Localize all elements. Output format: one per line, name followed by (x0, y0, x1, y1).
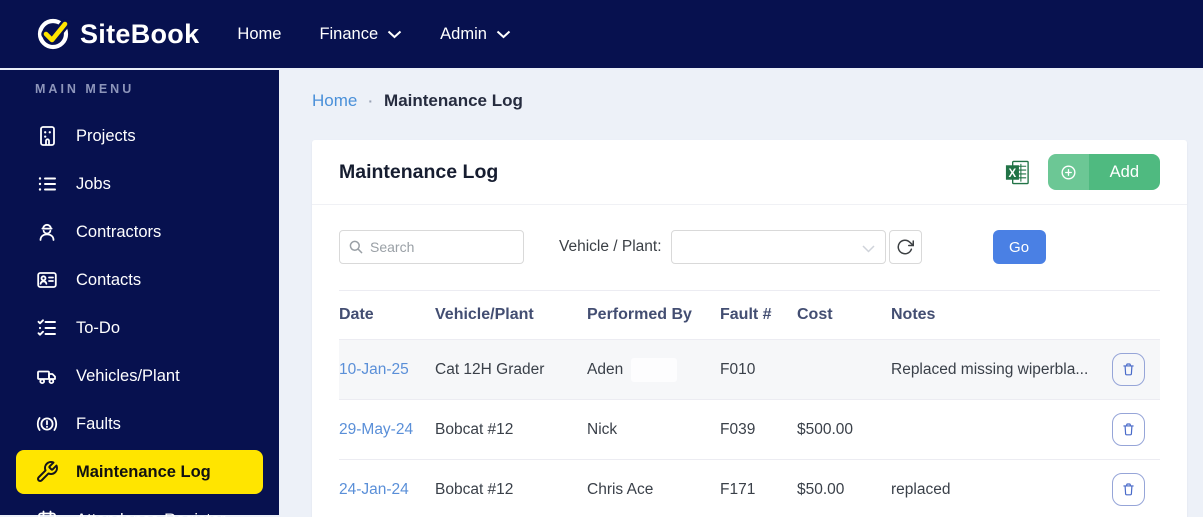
card-header: Maintenance Log X (312, 140, 1187, 205)
vehicle-plant-label: Vehicle / Plant: (559, 238, 662, 255)
maintenance-table: Date Vehicle/Plant Performed By Fault # … (339, 290, 1160, 517)
brand-name: SiteBook (80, 18, 200, 49)
go-button[interactable]: Go (992, 230, 1046, 264)
plus-circle-icon (1047, 154, 1089, 190)
performed-by-cell: Aden (587, 360, 624, 378)
sidebar-item-label: Faults (76, 414, 121, 433)
column-header-date: Date (339, 306, 374, 323)
sidebar-item-contractors[interactable]: Contractors (0, 208, 279, 256)
vehicle-cell: Cat 12H Grader (435, 360, 545, 378)
refresh-button[interactable] (888, 230, 922, 264)
maintenance-log-card: Maintenance Log X (312, 140, 1187, 517)
filter-bar: Vehicle / Plant: Go (339, 230, 1160, 264)
sidebar-item-label: Vehicles/Plant (76, 366, 180, 385)
building-icon (35, 124, 59, 148)
top-nav: Home Finance Admin (237, 15, 549, 54)
page-title: Maintenance Log (339, 160, 499, 183)
performed-by-cell: Nick (587, 420, 618, 438)
breadcrumb-home-link[interactable]: Home (312, 91, 358, 110)
breadcrumb: Home · Maintenance Log (312, 91, 1203, 111)
fault-cell: F010 (720, 360, 756, 378)
sidebar-item-label: Attendance Register (76, 511, 226, 517)
nav-home-label: Home (237, 24, 282, 43)
chevron-down-icon (496, 30, 511, 39)
trash-icon (1123, 483, 1134, 496)
date-link[interactable]: 24-Jan-24 (339, 480, 409, 498)
notes-cell: replaced (891, 480, 951, 498)
sidebar-item-label: Projects (76, 126, 136, 145)
sidebar-item-faults[interactable]: Faults (0, 400, 279, 448)
fault-cell: F171 (720, 480, 756, 498)
nav-item-finance[interactable]: Finance (319, 15, 402, 54)
breadcrumb-separator: · (368, 93, 374, 109)
excel-export-icon[interactable]: X (1004, 159, 1031, 186)
delete-button[interactable] (1112, 473, 1145, 506)
wrench-icon (35, 460, 59, 484)
table-row: 10-Jan-25 Cat 12H Grader Aden F010 Repla… (339, 340, 1160, 400)
date-link[interactable]: 29-May-24 (339, 420, 414, 438)
add-button[interactable]: Add (1047, 154, 1160, 190)
chevron-down-icon (387, 30, 402, 39)
nav-admin-label: Admin (440, 24, 487, 43)
nav-item-admin[interactable]: Admin (440, 15, 511, 54)
sidebar-item-label: Contractors (76, 222, 162, 241)
sidebar-item-jobs[interactable]: Jobs (0, 160, 279, 208)
column-header-cost: Cost (797, 306, 833, 323)
sidebar-item-attendance-register[interactable]: Attendance Register (0, 496, 279, 517)
vehicle-plant-select[interactable] (670, 230, 886, 264)
table-row: 24-Jan-24 Bobcat #12 Chris Ace F171 $50.… (339, 460, 1160, 517)
sidebar-item-vehicles[interactable]: Vehicles/Plant (0, 352, 279, 400)
date-link[interactable]: 10-Jan-25 (339, 360, 409, 378)
sidebar-section-label: MAIN MENU (35, 82, 135, 96)
nav-item-home[interactable]: Home (237, 15, 281, 54)
vehicle-cell: Bobcat #12 (435, 480, 514, 498)
sidebar: MAIN MENU Projects Jobs (0, 70, 279, 517)
breadcrumb-current: Maintenance Log (384, 91, 523, 110)
alert-icon (35, 412, 59, 436)
sitebook-logo-icon (35, 16, 71, 52)
search-input[interactable] (339, 230, 524, 264)
main-content: Home · Maintenance Log Maintenance Log X (279, 70, 1203, 517)
sidebar-item-label: Maintenance Log (76, 462, 211, 481)
top-navbar: SiteBook Home Finance Admin (0, 0, 1203, 70)
nav-finance-label: Finance (319, 24, 379, 43)
checklist-icon (35, 316, 59, 340)
contact-card-icon (35, 268, 59, 292)
sidebar-item-contacts[interactable]: Contacts (0, 256, 279, 304)
search-icon (349, 240, 363, 254)
cost-cell: $500.00 (797, 420, 854, 438)
notes-cell: Replaced missing wiperbla... (891, 360, 1089, 378)
sidebar-item-maintenance-log[interactable]: Maintenance Log (16, 450, 263, 494)
table-row: 29-May-24 Bobcat #12 Nick F039 $500.00 (339, 400, 1160, 460)
svg-text:X: X (1008, 167, 1016, 179)
sidebar-item-todo[interactable]: To-Do (0, 304, 279, 352)
performed-by-cell: Chris Ace (587, 480, 654, 498)
table-header-row: Date Vehicle/Plant Performed By Fault # … (339, 290, 1160, 340)
sidebar-item-label: Contacts (76, 270, 142, 289)
list-icon (35, 172, 59, 196)
truck-icon (35, 364, 59, 388)
trash-icon (1123, 423, 1134, 436)
sidebar-item-label: To-Do (76, 318, 121, 337)
chevron-down-icon (862, 245, 875, 253)
sidebar-item-projects[interactable]: Projects (0, 112, 279, 160)
add-button-label: Add (1088, 154, 1160, 190)
column-header-fault: Fault # (720, 306, 772, 323)
trash-icon (1123, 363, 1134, 376)
column-header-notes: Notes (891, 306, 936, 323)
redacted-text (631, 357, 678, 382)
column-header-vehicle: Vehicle/Plant (435, 306, 534, 323)
refresh-icon (897, 239, 915, 255)
brand-logo[interactable]: SiteBook (35, 16, 199, 52)
column-header-performed-by: Performed By (587, 306, 692, 323)
fault-cell: F039 (720, 420, 756, 438)
calendar-icon (35, 508, 59, 517)
worker-icon (35, 220, 59, 244)
delete-button[interactable] (1112, 353, 1145, 386)
vehicle-cell: Bobcat #12 (435, 420, 514, 438)
cost-cell: $50.00 (797, 480, 845, 498)
delete-button[interactable] (1112, 413, 1145, 446)
sidebar-item-label: Jobs (76, 174, 111, 193)
